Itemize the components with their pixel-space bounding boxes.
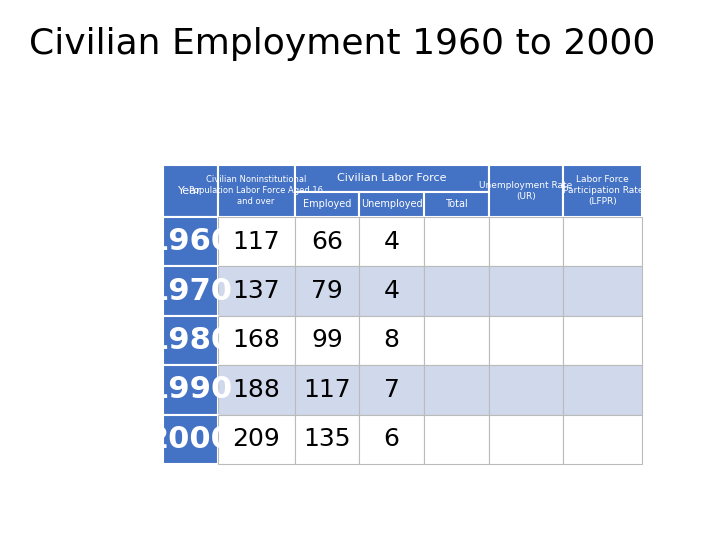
Bar (563, 365, 642, 415)
Text: Unemployed: Unemployed (361, 199, 423, 210)
Bar (424, 316, 489, 365)
Bar (294, 415, 359, 464)
Bar (359, 217, 424, 266)
Text: 209: 209 (233, 427, 280, 451)
Text: Civilian Noninstitutional
Population Labor Force Aged 16
and over: Civilian Noninstitutional Population Lab… (189, 175, 323, 206)
Bar (217, 165, 294, 217)
Bar (424, 192, 489, 217)
Text: 8: 8 (384, 328, 400, 353)
Text: Labor Force
Participation Rate
(LFPR): Labor Force Participation Rate (LFPR) (562, 175, 643, 206)
Bar (489, 217, 563, 266)
Bar (217, 316, 294, 365)
Text: 7: 7 (384, 378, 400, 402)
Bar (294, 192, 359, 217)
Bar (424, 415, 489, 464)
Bar (163, 266, 217, 316)
Text: 117: 117 (303, 378, 351, 402)
Text: Civilian Employment 1960 to 2000: Civilian Employment 1960 to 2000 (29, 27, 655, 61)
Bar (359, 192, 424, 217)
Bar (163, 217, 217, 266)
Text: 168: 168 (232, 328, 280, 353)
Bar (359, 316, 424, 365)
Bar (217, 217, 294, 266)
Bar (359, 365, 424, 415)
Text: 1970: 1970 (148, 276, 233, 306)
Bar (294, 266, 359, 316)
Bar (217, 365, 294, 415)
Text: 6: 6 (384, 427, 400, 451)
Bar (359, 415, 424, 464)
Text: 79: 79 (311, 279, 343, 303)
Text: 117: 117 (233, 230, 280, 254)
Bar (424, 365, 489, 415)
Text: Total: Total (445, 199, 468, 210)
Bar (294, 165, 489, 192)
Text: Employed: Employed (302, 199, 351, 210)
Bar (489, 365, 563, 415)
Bar (359, 266, 424, 316)
Bar (563, 415, 642, 464)
Text: 137: 137 (233, 279, 280, 303)
Bar (563, 316, 642, 365)
Bar (163, 415, 217, 464)
Bar (424, 217, 489, 266)
Bar (163, 165, 217, 217)
Text: Civilian Labor Force: Civilian Labor Force (337, 173, 446, 183)
Bar (489, 165, 563, 217)
Bar (294, 217, 359, 266)
Bar (424, 266, 489, 316)
Text: 66: 66 (311, 230, 343, 254)
Text: 1990: 1990 (148, 375, 233, 404)
Text: Year: Year (179, 186, 202, 196)
Bar (563, 266, 642, 316)
Text: 1980: 1980 (148, 326, 233, 355)
Text: 2000: 2000 (148, 425, 233, 454)
Bar (489, 266, 563, 316)
Bar (163, 316, 217, 365)
Text: 188: 188 (232, 378, 280, 402)
Text: 135: 135 (303, 427, 351, 451)
Bar (294, 365, 359, 415)
Bar (217, 415, 294, 464)
Text: 1960: 1960 (148, 227, 233, 256)
Bar (489, 316, 563, 365)
Text: 4: 4 (384, 230, 400, 254)
Text: 4: 4 (384, 279, 400, 303)
Text: Unemployment Rate
(UR): Unemployment Rate (UR) (480, 181, 572, 201)
Bar (217, 266, 294, 316)
Bar (163, 365, 217, 415)
Bar (294, 316, 359, 365)
Bar (489, 415, 563, 464)
Text: 99: 99 (311, 328, 343, 353)
Bar (563, 217, 642, 266)
Bar (563, 165, 642, 217)
